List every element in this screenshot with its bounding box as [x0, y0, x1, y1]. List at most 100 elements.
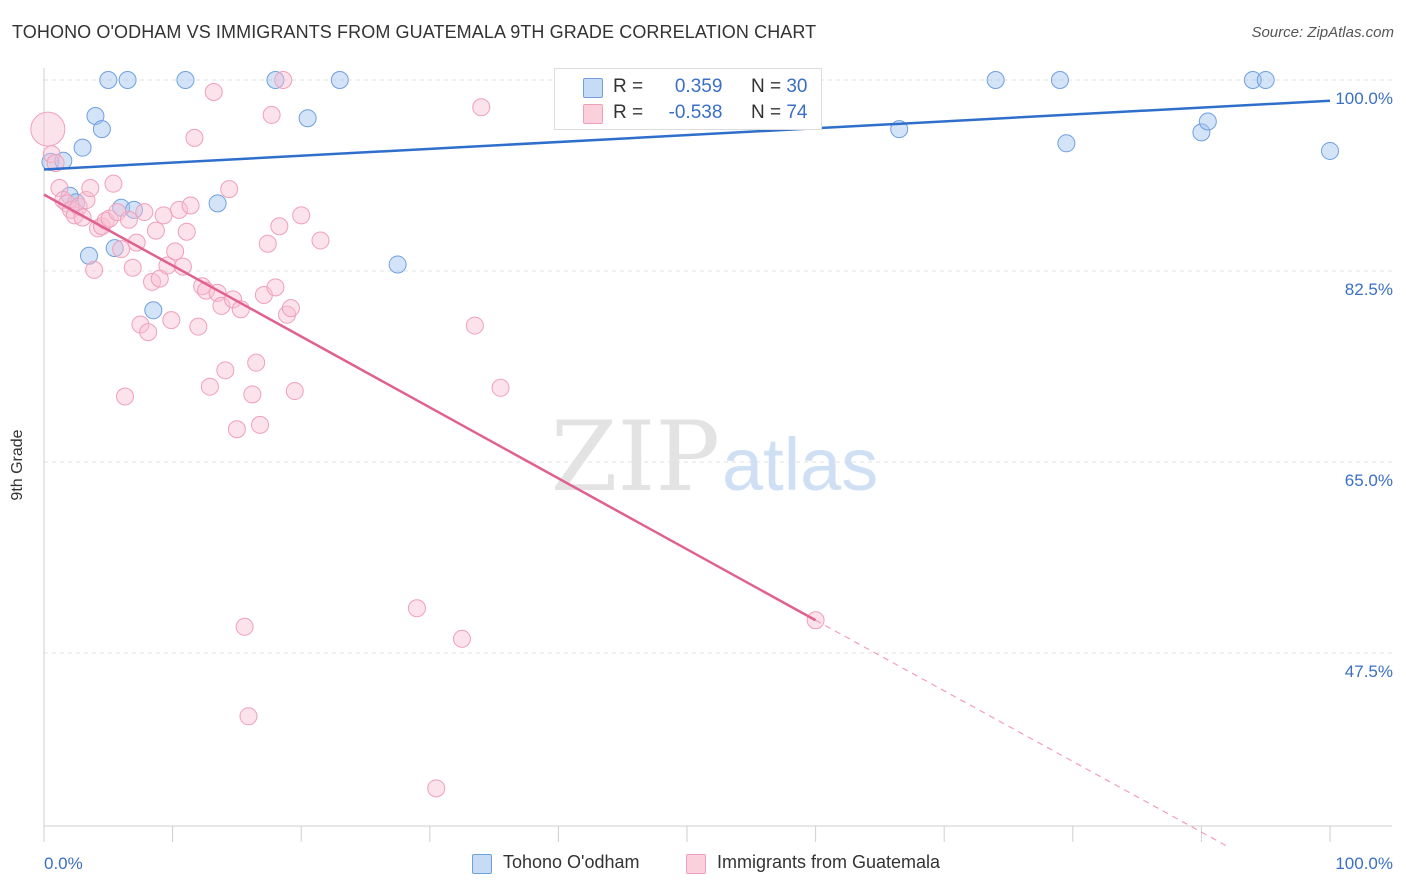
point-guatemala	[251, 415, 270, 434]
point-guatemala	[135, 203, 154, 222]
point-guatemala	[116, 387, 135, 406]
point-tohono	[99, 71, 118, 89]
point-guatemala	[266, 278, 285, 297]
point-guatemala	[465, 316, 484, 335]
point-guatemala	[204, 83, 223, 102]
trend-line-tohono	[43, 99, 1331, 171]
point-tohono	[1243, 71, 1262, 89]
point-guatemala	[162, 311, 181, 330]
y-tick-label: 65.0%	[1345, 471, 1393, 490]
point-tohono	[298, 109, 317, 128]
point-guatemala	[472, 98, 491, 117]
point-guatemala	[274, 71, 293, 89]
point-tohono	[388, 255, 407, 274]
point-tohono	[73, 138, 92, 157]
trend-lines	[43, 99, 1331, 847]
point-tohono	[176, 71, 195, 89]
bottom-legend-label: Tohono O'odham	[503, 852, 640, 872]
point-guatemala	[46, 153, 65, 172]
legend-n-value: 30	[786, 76, 808, 97]
legend-swatch-blue	[583, 78, 603, 98]
point-guatemala	[112, 240, 131, 259]
point-tohono	[330, 71, 349, 89]
point-tohono	[1256, 71, 1275, 89]
point-tohono	[208, 194, 227, 213]
point-guatemala	[154, 206, 173, 225]
legend-r-value: 0.359	[674, 76, 723, 97]
point-tohono	[144, 301, 163, 320]
point-tohono	[986, 71, 1005, 89]
y-tick-label: 100.0%	[1335, 89, 1393, 108]
point-guatemala	[262, 105, 281, 124]
watermark-atlas: atlas	[722, 423, 878, 506]
point-guatemala	[243, 385, 262, 404]
point-guatemala	[50, 179, 69, 198]
legend-r-label: R =	[613, 76, 644, 97]
point-guatemala	[247, 353, 266, 372]
y-tick-label: 82.5%	[1345, 280, 1393, 299]
point-guatemala	[42, 145, 61, 164]
correlation-legend: R = 0.359 N = 30 R = -0.538 N = 74	[554, 68, 822, 130]
point-guatemala	[189, 317, 208, 336]
point-guatemala	[131, 315, 150, 334]
watermark-zip: ZIP	[551, 401, 720, 513]
point-guatemala	[427, 779, 446, 798]
bottom-legend-swatch-pink	[686, 854, 706, 874]
point-guatemala	[227, 420, 246, 439]
chart-title: TOHONO O'ODHAM VS IMMIGRANTS FROM GUATEM…	[12, 22, 817, 42]
point-guatemala	[30, 111, 66, 147]
point-guatemala	[119, 210, 138, 229]
point-guatemala	[216, 361, 235, 380]
legend-n-label: N =	[750, 76, 782, 97]
point-guatemala	[85, 260, 104, 279]
point-guatemala	[200, 377, 219, 396]
point-guatemala	[407, 599, 426, 618]
point-guatemala	[235, 617, 254, 636]
legend-r-value: -0.538	[668, 102, 723, 123]
bottom-legend-label: Immigrants from Guatemala	[717, 852, 941, 872]
point-tohono	[86, 107, 105, 126]
legend-n-value: 74	[786, 102, 808, 123]
point-tohono	[80, 246, 99, 265]
point-guatemala	[452, 629, 471, 648]
legend-r-label: R =	[613, 102, 644, 123]
point-tohono	[1192, 123, 1211, 142]
point-guatemala	[81, 179, 100, 198]
point-guatemala	[258, 234, 277, 253]
point-guatemala	[491, 378, 510, 397]
point-guatemala	[185, 128, 204, 147]
legend-n-label: N =	[750, 102, 782, 123]
point-guatemala	[104, 174, 123, 193]
tick-labels: 100.0% 82.5% 65.0% 47.5% 0.0% 100.0%	[44, 89, 1393, 873]
point-guatemala	[177, 222, 196, 241]
point-guatemala	[100, 209, 119, 228]
axes	[43, 68, 1392, 842]
point-guatemala	[239, 707, 258, 726]
bottom-legend-swatch-blue	[472, 854, 492, 874]
trend-line-guatemala-extrapolated	[815, 619, 1228, 847]
point-guatemala	[281, 299, 300, 318]
point-tohono	[1050, 71, 1069, 89]
point-guatemala	[146, 221, 165, 240]
x-tick-label: 0.0%	[44, 854, 83, 873]
point-tohono	[266, 71, 285, 89]
point-tohono	[92, 120, 111, 139]
source-label: Source: ZipAtlas.com	[1251, 24, 1394, 41]
y-tick-label: 47.5%	[1345, 662, 1393, 681]
point-tohono	[118, 71, 137, 89]
legend-swatch-pink	[583, 104, 603, 124]
point-tohono	[1198, 112, 1217, 131]
point-guatemala	[123, 258, 142, 277]
point-tohono	[1057, 134, 1076, 153]
point-guatemala	[311, 231, 330, 250]
point-guatemala	[270, 217, 289, 236]
point-guatemala	[212, 296, 231, 315]
point-guatemala	[220, 180, 239, 199]
trend-line-guatemala	[43, 193, 817, 622]
x-tick-label: 100.0%	[1335, 854, 1393, 873]
point-guatemala	[285, 382, 304, 401]
point-guatemala	[292, 206, 311, 225]
point-tohono	[1321, 141, 1339, 160]
point-tohono	[105, 239, 124, 258]
